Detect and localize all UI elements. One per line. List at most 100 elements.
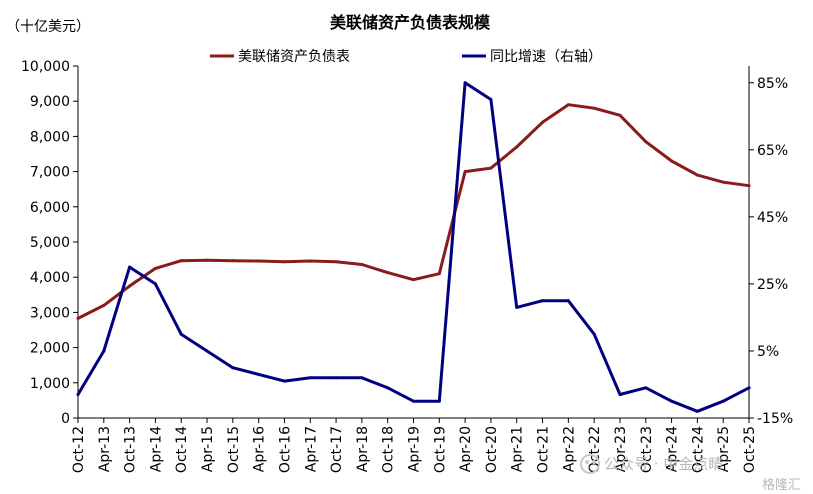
data-point-balance (695, 173, 699, 177)
x-tick-label: Apr-19 (407, 426, 423, 472)
left-tick-label: 8,000 (30, 129, 70, 145)
data-point-balance (437, 272, 441, 276)
data-point-balance (463, 170, 467, 174)
x-tick-label: Apr-17 (303, 426, 319, 472)
data-point-yoy (515, 305, 519, 309)
unit-label: （十亿美元） (6, 19, 90, 35)
x-tick-label: Oct-25 (742, 426, 758, 473)
data-point-yoy (257, 372, 261, 376)
data-point-balance (153, 266, 157, 270)
x-tick-label: Oct-23 (639, 426, 655, 473)
x-tick-label: Apr-24 (665, 426, 681, 472)
data-point-yoy (308, 376, 312, 380)
right-tick-label: 45% (757, 210, 788, 226)
data-point-yoy (618, 393, 622, 397)
data-point-yoy (566, 299, 570, 303)
data-point-balance (566, 103, 570, 107)
data-point-balance (179, 259, 183, 263)
data-point-yoy (721, 399, 725, 403)
x-tick-label: Oct-12 (71, 426, 87, 473)
series-line-balance (76, 103, 751, 320)
data-point-yoy (670, 399, 674, 403)
left-tick-label: 0 (61, 411, 70, 427)
x-tick-label: Oct-19 (432, 426, 448, 473)
series-lines (76, 81, 751, 413)
data-point-yoy (412, 399, 415, 403)
x-tick-label: Apr-22 (561, 426, 577, 472)
left-tick-label: 9,000 (30, 94, 70, 110)
x-tick-label: Oct-14 (174, 426, 190, 473)
data-point-yoy (541, 299, 545, 303)
data-point-balance (360, 263, 364, 267)
chart-title-group: 美联储资产负债表规模 （十亿美元） (6, 13, 491, 35)
x-tick-label: Apr-15 (200, 426, 216, 472)
data-point-yoy (463, 81, 467, 85)
data-point-balance (231, 259, 235, 263)
data-point-yoy (205, 349, 209, 353)
x-tick-label: Oct-21 (536, 426, 552, 473)
data-point-balance (308, 259, 312, 263)
x-tick-label: Oct-15 (226, 426, 242, 473)
data-point-balance (489, 166, 493, 170)
data-point-balance (644, 140, 648, 144)
watermark: 公众号 · 中金点睛 格隆汇 (580, 454, 801, 493)
right-tick-label: 65% (757, 143, 788, 159)
data-point-balance (592, 106, 596, 110)
data-point-yoy (644, 386, 648, 390)
axes: 0 1,000 2,000 3,000 4,000 5,000 6,000 7,000 8,00… (21, 59, 793, 473)
data-point-yoy (360, 376, 364, 380)
data-point-balance (334, 260, 338, 264)
x-tick-label: Apr-13 (97, 426, 113, 472)
left-tick-label: 1,000 (30, 376, 70, 392)
data-point-balance (76, 316, 80, 320)
x-tick-label: Oct-18 (381, 426, 397, 473)
data-point-yoy (334, 376, 338, 380)
data-point-balance (618, 113, 622, 117)
series-line-yoy (76, 81, 751, 413)
data-point-balance (412, 278, 415, 282)
data-point-balance (721, 180, 725, 184)
data-point-yoy (695, 409, 699, 413)
watermark-brand: 格隆汇 (762, 477, 801, 493)
chart-title: 美联储资产负债表规模 (330, 13, 491, 32)
data-point-balance (747, 184, 751, 188)
legend-label-balance: 美联储资产负债表 (238, 49, 350, 65)
data-point-yoy (592, 332, 596, 336)
data-point-yoy (282, 379, 286, 383)
x-tick-label: Apr-20 (458, 426, 474, 472)
left-tick-label: 7,000 (30, 165, 70, 181)
data-point-balance (515, 145, 519, 149)
x-tick-label: Apr-23 (613, 426, 629, 472)
data-point-balance (282, 260, 286, 264)
right-tick-label: 5% (757, 344, 779, 360)
data-point-balance (386, 271, 390, 275)
watermark-text: 公众号 · 中金点睛 (604, 455, 723, 473)
data-point-yoy (102, 349, 106, 353)
right-tick-label: 25% (757, 277, 788, 293)
x-tick-label: Apr-18 (355, 426, 371, 472)
left-tick-label: 4,000 (30, 270, 70, 286)
data-point-yoy (76, 393, 80, 397)
data-point-yoy (437, 399, 441, 403)
data-point-balance (670, 159, 674, 163)
x-tick-label: Oct-16 (277, 426, 293, 473)
data-point-yoy (128, 265, 132, 269)
x-tick-label: Apr-25 (716, 426, 732, 472)
data-point-balance (128, 284, 132, 288)
left-tick-label: 2,000 (30, 341, 70, 357)
data-point-balance (102, 303, 106, 307)
x-tick-label: Oct-13 (123, 426, 139, 473)
data-point-yoy (386, 386, 390, 390)
data-point-yoy (489, 98, 493, 102)
x-tick-label: Apr-21 (510, 426, 526, 472)
legend-label-yoy: 同比增速（右轴） (490, 49, 602, 65)
x-tick-label: Oct-24 (690, 426, 706, 473)
x-tick-label: Oct-17 (329, 426, 345, 473)
data-point-balance (541, 120, 545, 124)
right-tick-label: -15% (757, 411, 793, 427)
data-point-balance (205, 258, 209, 262)
x-tick-label: Apr-14 (148, 426, 164, 472)
x-tick-label: Oct-22 (587, 426, 603, 473)
right-tick-label: 85% (757, 76, 788, 92)
